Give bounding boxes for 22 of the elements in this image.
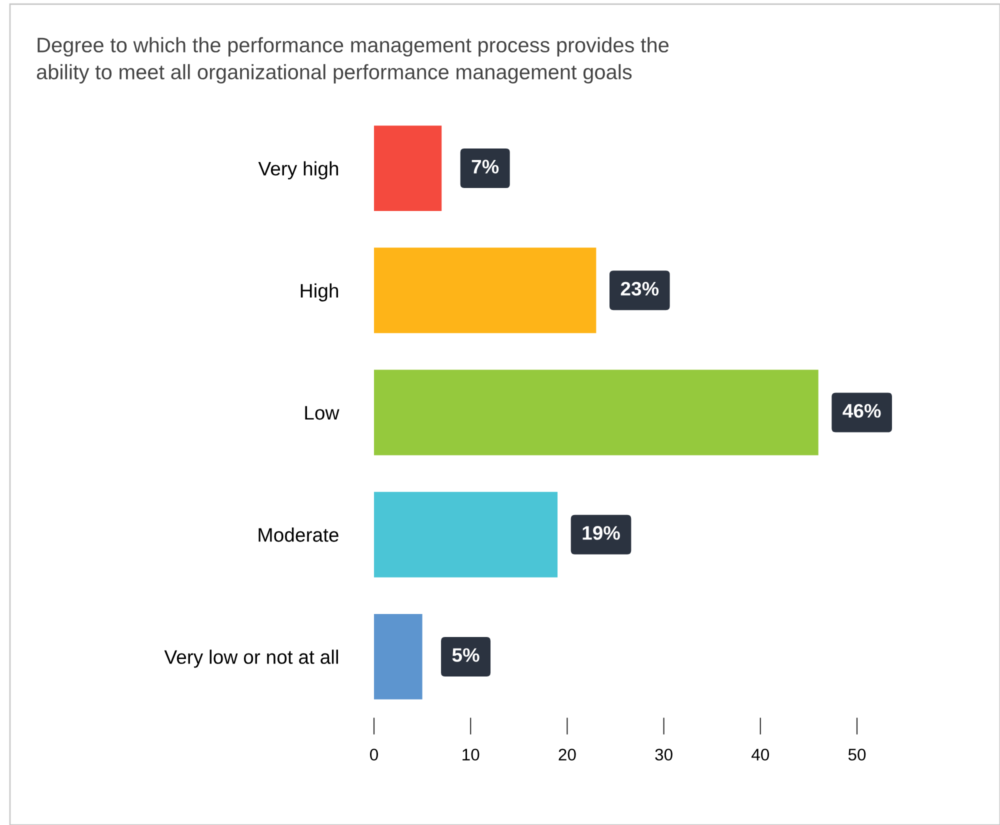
bar bbox=[374, 248, 596, 334]
bar bbox=[374, 492, 558, 578]
bar bbox=[374, 614, 422, 700]
y-tick-label: High bbox=[300, 283, 338, 302]
x-tick-label: 30 bbox=[655, 748, 672, 761]
bar bbox=[374, 370, 818, 456]
data-label: 7% bbox=[472, 160, 499, 174]
y-tick-label: Moderate bbox=[258, 528, 338, 542]
data-label: 19% bbox=[582, 526, 620, 540]
x-tick-label: 50 bbox=[848, 748, 866, 761]
x-tick-label: 40 bbox=[752, 748, 770, 761]
bar bbox=[374, 126, 442, 212]
data-label: 23% bbox=[620, 282, 659, 296]
y-tick-label: Low bbox=[305, 406, 340, 420]
x-tick-label: 0 bbox=[370, 748, 378, 761]
y-tick-label: Very high bbox=[258, 161, 338, 180]
x-tick-label: 10 bbox=[462, 748, 480, 761]
data-label: 5% bbox=[452, 648, 480, 662]
data-label: 46% bbox=[842, 404, 881, 418]
x-tick-label: 20 bbox=[558, 748, 576, 761]
chart-title: Degree to which the performance management process provides the ability to meet all organizational performance management goals bbox=[36, 37, 669, 84]
y-tick-label: Very low or not at all bbox=[164, 650, 338, 668]
